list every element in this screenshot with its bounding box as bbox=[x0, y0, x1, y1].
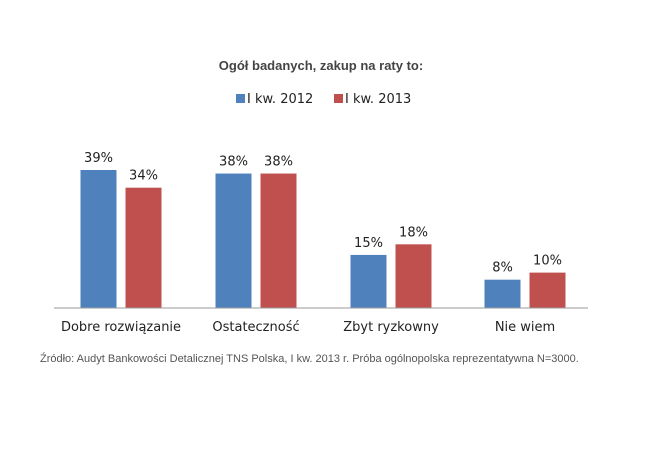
value-label-3-series-1: 15% bbox=[354, 236, 383, 251]
bar-2-series-2 bbox=[260, 173, 297, 308]
category-label-2: Ostateczność bbox=[212, 320, 299, 335]
value-label-4-series-1: 8% bbox=[492, 261, 513, 276]
value-labels-group: 39% 34% 38% 38% 15% 18% 8% 10% bbox=[84, 151, 562, 276]
bar-4-series-1 bbox=[484, 279, 521, 308]
legend: I kw. 2012 I kw. 2013 bbox=[236, 92, 411, 107]
legend-swatch-1 bbox=[236, 94, 245, 103]
category-label-3: Zbyt ryzkowny bbox=[343, 320, 439, 335]
value-label-1-series-2: 34% bbox=[129, 169, 158, 184]
value-label-4-series-2: 10% bbox=[533, 254, 562, 269]
bar-3-series-1 bbox=[350, 254, 387, 308]
value-label-2-series-2: 38% bbox=[264, 155, 293, 170]
category-label-4: Nie wiem bbox=[495, 320, 555, 335]
category-label-1: Dobre rozwiązanie bbox=[61, 320, 181, 335]
source-note: Źródło: Audyt Bankowości Detalicznej TNS… bbox=[40, 352, 579, 365]
value-label-3-series-2: 18% bbox=[399, 225, 428, 240]
bar-1-series-1 bbox=[80, 170, 117, 308]
chart-title: Ogół badanych, zakup na raty to: bbox=[219, 58, 423, 73]
legend-swatch-2 bbox=[334, 94, 343, 103]
value-label-1-series-1: 39% bbox=[84, 151, 113, 166]
bar-1-series-2 bbox=[125, 187, 162, 308]
value-label-2-series-1: 38% bbox=[219, 155, 248, 170]
bars-group bbox=[80, 170, 566, 308]
category-labels-group: Dobre rozwiązanie Ostateczność Zbyt ryzkow… bbox=[61, 320, 555, 335]
legend-label-1: I kw. 2012 bbox=[247, 92, 313, 107]
bar-4-series-2 bbox=[529, 272, 566, 308]
bar-2-series-1 bbox=[215, 173, 252, 308]
bar-3-series-2 bbox=[395, 244, 432, 308]
legend-label-2: I kw. 2013 bbox=[345, 92, 411, 107]
